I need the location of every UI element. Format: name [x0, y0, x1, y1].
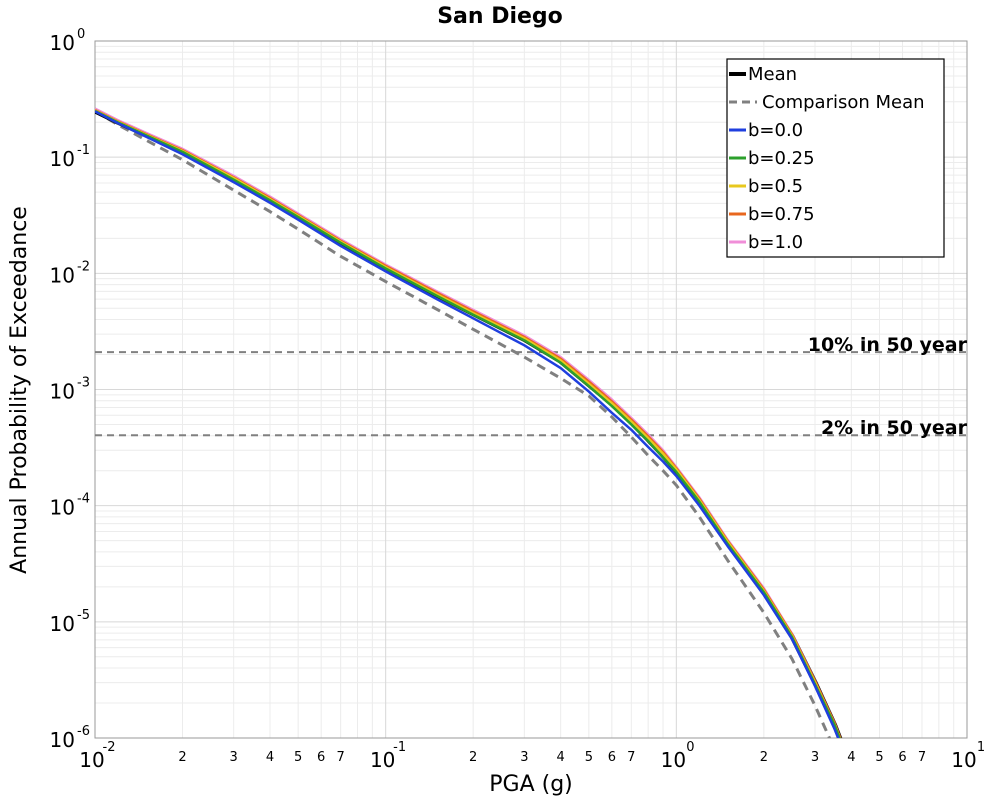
x-minor-tick-label: 5 — [875, 750, 883, 765]
legend-label: Mean — [748, 64, 797, 85]
y-tick-label: 10 — [50, 147, 75, 171]
y-axis-label: Annual Probability of Exceedance — [7, 206, 32, 574]
reference-line-label: 2% in 50 year — [821, 417, 968, 439]
x-minor-tick-label: 6 — [898, 750, 906, 765]
y-tick-label: 10 — [50, 728, 75, 752]
x-minor-tick-label: 6 — [608, 750, 616, 765]
legend-label: b=1.0 — [748, 232, 803, 253]
x-tick-label: 10 — [951, 748, 976, 772]
legend-label: b=0.5 — [748, 176, 803, 197]
y-tick-label: 10 — [50, 496, 75, 520]
y-tick-exponent: -4 — [77, 492, 90, 507]
legend-box — [726, 58, 945, 258]
series-line-comparison-mean — [95, 109, 832, 738]
x-axis-label: PGA (g) — [489, 772, 573, 797]
y-tick-label: 10 — [50, 263, 75, 287]
x-tick-label: 10 — [79, 748, 104, 772]
x-minor-tick-label: 7 — [627, 750, 635, 765]
legend-label: b=0.75 — [748, 204, 815, 225]
y-tick-exponent: -5 — [77, 608, 90, 623]
series-line-b-0-0 — [95, 110, 840, 738]
plot-frame — [94, 40, 968, 739]
y-tick-exponent: -3 — [77, 376, 90, 391]
x-minor-tick-label: 2 — [760, 750, 768, 765]
y-tick-label: 10 — [50, 380, 75, 404]
y-tick-label: 10 — [50, 612, 75, 636]
x-minor-tick-label: 5 — [294, 750, 302, 765]
x-minor-tick-label: 7 — [918, 750, 926, 765]
y-tick-exponent: -2 — [77, 259, 90, 274]
x-minor-tick-label: 2 — [469, 750, 477, 765]
x-minor-tick-label: 7 — [337, 750, 345, 765]
x-minor-tick-label: 3 — [520, 750, 528, 765]
x-minor-tick-label: 4 — [847, 750, 855, 765]
legend-label: b=0.0 — [748, 120, 803, 141]
x-tick-exponent: 0 — [686, 740, 694, 755]
y-tick-exponent: 0 — [77, 27, 85, 42]
x-minor-tick-label: 3 — [811, 750, 819, 765]
x-tick-exponent: -1 — [393, 740, 406, 755]
legend: Mean Comparison Mean b=0.0 b=0.25 b=0.5 b=0.7… — [726, 58, 945, 258]
series-line-b-0-25 — [95, 109, 841, 738]
x-tick-label: 10 — [370, 748, 395, 772]
reference-line-label: 10% in 50 year — [808, 334, 968, 356]
x-minor-tick-label: 4 — [266, 750, 274, 765]
y-tick-label: 10 — [50, 31, 75, 55]
x-minor-tick-label: 2 — [178, 750, 186, 765]
x-minor-tick-label: 4 — [557, 750, 565, 765]
y-tick-exponent: -6 — [77, 724, 90, 739]
legend-label: Comparison Mean — [762, 92, 925, 113]
series-layer — [95, 107, 843, 738]
legend-label: b=0.25 — [748, 148, 815, 169]
reference-lines: 10% in 50 year 2% in 50 year — [95, 334, 968, 439]
x-tick-label: 10 — [661, 748, 686, 772]
chart-title: San Diego — [437, 4, 563, 29]
x-minor-tick-label: 5 — [585, 750, 593, 765]
x-tick-exponent: -2 — [103, 740, 116, 755]
x-minor-tick-label: 3 — [230, 750, 238, 765]
x-tick-exponent: 1 — [977, 740, 985, 755]
y-tick-exponent: -1 — [77, 143, 90, 158]
x-minor-tick-label: 6 — [317, 750, 325, 765]
